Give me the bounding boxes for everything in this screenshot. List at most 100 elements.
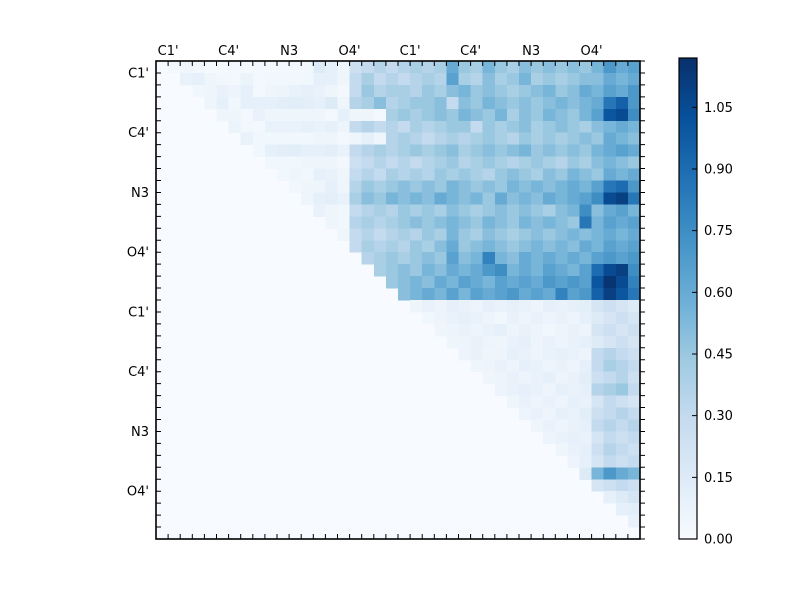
heatmap-cell xyxy=(506,180,520,193)
heatmap-cell xyxy=(519,288,532,301)
heatmap-cell xyxy=(264,61,278,74)
heatmap-cell xyxy=(591,371,605,385)
heatmap-cell xyxy=(482,72,496,86)
heatmap-cell xyxy=(289,96,302,110)
heatmap-cell xyxy=(555,108,568,122)
heatmap-cell xyxy=(531,120,544,134)
heatmap-cell xyxy=(627,288,640,301)
heatmap-cell xyxy=(313,132,326,146)
heatmap-cell xyxy=(373,84,387,98)
heatmap-cell xyxy=(579,419,593,432)
heatmap-cell xyxy=(591,204,605,217)
heatmap-cell xyxy=(543,335,556,349)
heatmap-cell xyxy=(555,120,568,134)
heatmap-cell xyxy=(313,96,326,110)
heatmap-cell xyxy=(264,72,278,86)
heatmap-cell xyxy=(519,192,532,205)
heatmap-cell xyxy=(422,108,435,122)
heatmap-cell xyxy=(410,240,423,253)
heatmap-cell xyxy=(506,216,520,229)
heatmap-cell xyxy=(591,443,605,456)
heatmap-cell xyxy=(555,96,568,110)
colorbar-tick-label: 0.75 xyxy=(704,224,733,239)
heatmap-cell xyxy=(228,108,242,122)
heatmap-cell xyxy=(627,72,640,86)
heatmap-cell xyxy=(615,228,629,241)
heatmap-cell xyxy=(216,84,230,98)
heatmap-cell xyxy=(494,156,508,170)
heatmap-cell xyxy=(567,132,580,146)
heatmap-cell xyxy=(385,132,399,146)
heatmap-cell xyxy=(531,383,544,397)
heatmap-cell xyxy=(543,96,556,110)
heatmap-cell xyxy=(591,240,605,253)
heatmap-cell xyxy=(506,252,520,265)
heatmap-cell xyxy=(325,192,338,205)
heatmap-cell xyxy=(422,61,435,74)
heatmap-cell xyxy=(385,216,399,229)
heatmap-cell xyxy=(555,311,568,325)
heatmap-cell xyxy=(591,96,605,110)
heatmap-cell xyxy=(567,443,580,456)
heatmap-cell xyxy=(410,276,423,289)
heatmap-cell xyxy=(410,156,423,170)
heatmap-cell xyxy=(615,431,629,444)
heatmap-cell xyxy=(543,431,556,444)
heatmap-cell xyxy=(519,84,532,98)
heatmap-cell xyxy=(494,204,508,217)
heatmap-cell xyxy=(591,84,605,98)
heatmap-cell xyxy=(591,455,605,468)
heatmap-cell xyxy=(531,300,544,313)
heatmap-cell xyxy=(603,323,617,337)
heatmap-cell xyxy=(313,192,326,205)
heatmap-cell xyxy=(519,204,532,217)
heatmap-cell xyxy=(603,216,617,229)
heatmap-cell xyxy=(531,192,544,205)
heatmap-cell xyxy=(434,240,447,253)
heatmap-cell xyxy=(482,335,496,349)
heatmap-cell xyxy=(591,168,605,181)
heatmap-cell xyxy=(410,61,423,74)
heatmap-cell xyxy=(543,252,556,265)
y-axis-label: C4' xyxy=(128,365,149,380)
heatmap-cell xyxy=(373,72,387,86)
heatmap-cell xyxy=(373,108,387,122)
y-axis-label: C1' xyxy=(128,66,149,81)
heatmap-cell xyxy=(446,144,459,158)
heatmap-cell xyxy=(567,323,580,337)
heatmap-cell xyxy=(422,276,435,289)
heatmap-cell xyxy=(579,300,593,313)
y-axis-label: N3 xyxy=(131,425,149,440)
heatmap-cell xyxy=(603,455,617,468)
colorbar-gradient xyxy=(679,58,697,539)
heatmap-cell xyxy=(519,383,532,397)
heatmap-cell xyxy=(446,192,459,205)
heatmap-cell xyxy=(615,120,629,134)
heatmap-cell xyxy=(313,180,326,193)
heatmap-cell xyxy=(494,192,508,205)
heatmap-cell xyxy=(470,180,484,193)
heatmap-cell xyxy=(422,132,435,146)
heatmap-cell xyxy=(337,216,351,229)
heatmap-cell xyxy=(446,300,459,313)
heatmap-cell xyxy=(531,347,544,361)
heatmap-cell xyxy=(410,216,423,229)
heatmap-cell xyxy=(494,323,508,337)
heatmap-cell xyxy=(482,216,496,229)
heatmap-cell xyxy=(482,168,496,181)
heatmap-cell xyxy=(482,359,496,373)
heatmap-cell xyxy=(567,84,580,98)
heatmap-cell xyxy=(555,264,568,277)
heatmap-cell xyxy=(531,228,544,241)
heatmap-cell xyxy=(567,120,580,134)
heatmap-cell xyxy=(615,72,629,86)
heatmap-cell xyxy=(531,144,544,158)
heatmap-cell xyxy=(615,335,629,349)
heatmap-cell xyxy=(434,132,447,146)
heatmap-cell xyxy=(567,216,580,229)
y-axis-label: C1' xyxy=(128,305,149,320)
colorbar-tick-label: 0.45 xyxy=(704,348,733,363)
heatmap-cell xyxy=(579,395,593,409)
heatmap-cell xyxy=(458,168,472,181)
heatmap-cell xyxy=(361,204,375,217)
